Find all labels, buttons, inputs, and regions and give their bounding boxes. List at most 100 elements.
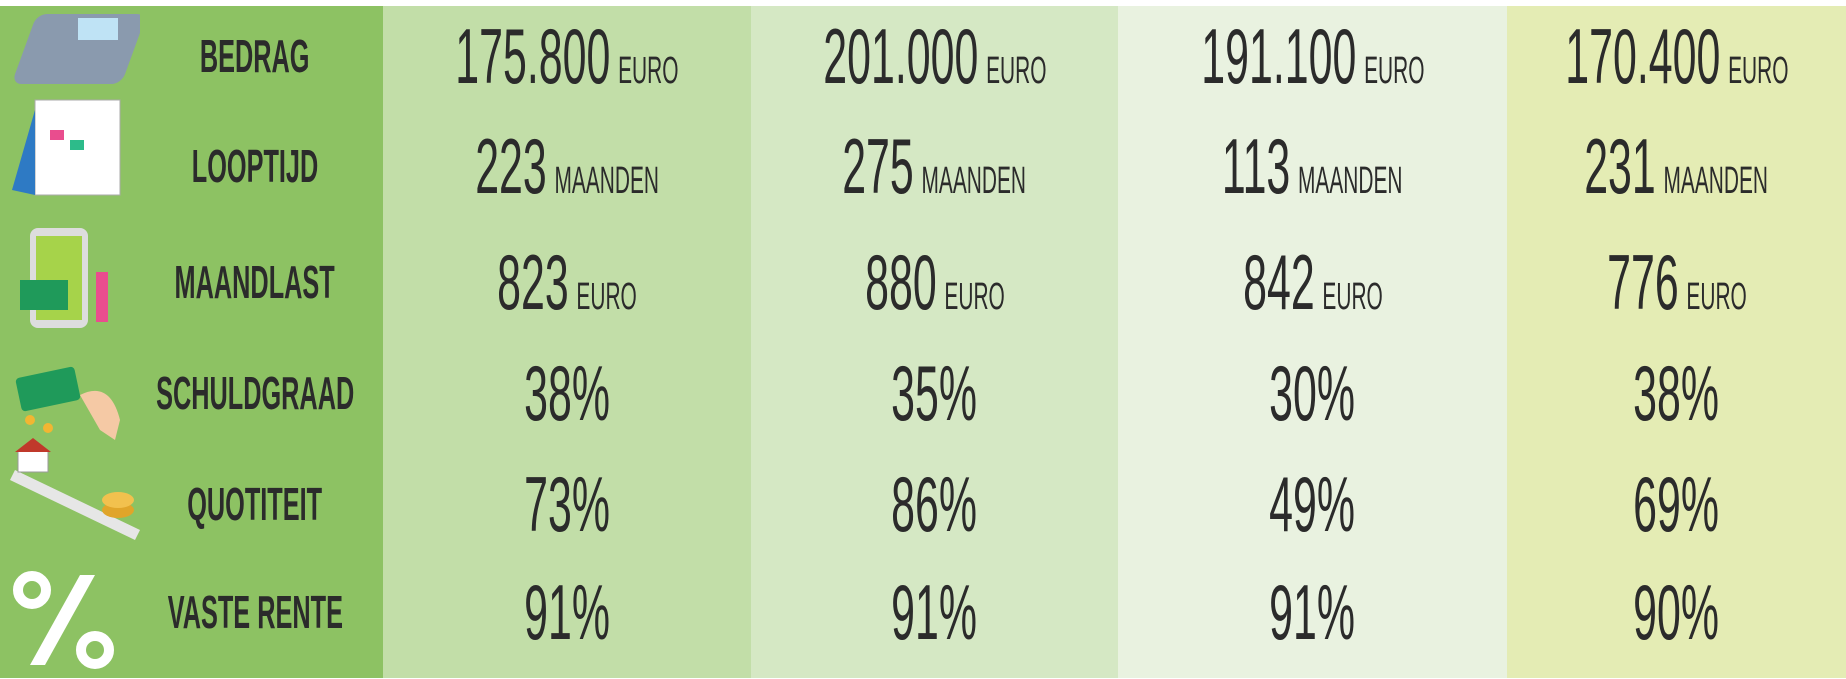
unit: MAANDEN	[554, 159, 659, 202]
value-cell: 823 EURO	[383, 226, 751, 338]
unit: EURO	[985, 49, 1047, 92]
row-label: QUOTITEIT	[187, 478, 323, 530]
row-label: SCHULDGRAAD	[155, 367, 355, 419]
value: 91%	[891, 567, 978, 656]
value-cell: 842 EURO	[1118, 226, 1507, 338]
value: 231	[1584, 121, 1657, 210]
value-cell: 113 MAANDEN	[1118, 110, 1507, 222]
unit: EURO	[943, 275, 1005, 318]
icons	[10, 14, 140, 669]
value-group: 175.800 EURO	[455, 11, 678, 102]
value-group: 69%	[1634, 459, 1720, 550]
column-bg	[383, 6, 751, 678]
value-cell: 170.400 EURO	[1507, 0, 1846, 112]
value-cell: 776 EURO	[1507, 226, 1846, 338]
percent-icon	[13, 571, 114, 669]
row-label-cell: SCHULDGRAAD	[120, 337, 390, 449]
value: 35%	[891, 348, 978, 437]
value: 91%	[1269, 567, 1356, 656]
value-group: 842 EURO	[1243, 237, 1383, 328]
value-cell: 30%	[1118, 337, 1507, 449]
value-cell: 69%	[1507, 448, 1846, 560]
value: 73%	[524, 459, 610, 548]
value-cell: 38%	[1507, 337, 1846, 449]
value: 69%	[1633, 459, 1720, 548]
value: 38%	[524, 348, 610, 437]
column-bg	[1507, 6, 1846, 678]
unit: EURO	[1727, 49, 1789, 92]
unit: EURO	[618, 49, 679, 92]
column-bg	[751, 6, 1118, 678]
value: 113	[1222, 121, 1291, 210]
value-group: 73%	[524, 459, 610, 550]
unit: EURO	[576, 275, 637, 318]
unit: EURO	[1685, 275, 1747, 318]
unit: MAANDEN	[1298, 159, 1403, 202]
row-label-cell: QUOTITEIT	[120, 448, 390, 560]
value-cell: 223 MAANDEN	[383, 110, 751, 222]
calculator-icon	[14, 14, 140, 84]
value: 91%	[524, 567, 610, 656]
value-group: 38%	[1634, 348, 1720, 439]
row-label-cell: LOOPTIJD	[120, 110, 390, 222]
value-cell: 91%	[751, 556, 1118, 668]
card-icon	[15, 366, 120, 440]
value: 842	[1242, 237, 1315, 326]
column-bg	[1118, 6, 1507, 678]
value: 170.400	[1564, 11, 1720, 100]
row-label-cell: MAANDLAST	[120, 226, 390, 338]
value-group: 776 EURO	[1607, 237, 1747, 328]
value-group: 823 EURO	[497, 237, 637, 328]
value-group: 231 MAANDEN	[1585, 121, 1769, 212]
value-group: 91%	[524, 567, 610, 658]
value: 175.800	[455, 11, 611, 100]
row-label: VASTE RENTE	[167, 586, 343, 638]
value-group: 191.100 EURO	[1201, 11, 1424, 102]
value-cell: 191.100 EURO	[1118, 0, 1507, 112]
value-cell: 231 MAANDEN	[1507, 110, 1846, 222]
value-cell: 86%	[751, 448, 1118, 560]
unit: MAANDEN	[921, 159, 1027, 202]
value: 776	[1606, 237, 1679, 326]
value-cell: 175.800 EURO	[383, 0, 751, 112]
value-group: 170.400 EURO	[1565, 11, 1788, 102]
value: 86%	[891, 459, 978, 548]
row-label-cell: BEDRAG	[120, 0, 390, 112]
value: 201.000	[822, 11, 978, 100]
value: 191.100	[1200, 11, 1356, 100]
value-cell: 90%	[1507, 556, 1846, 668]
unit: EURO	[1321, 275, 1383, 318]
value-group: 91%	[1270, 567, 1356, 658]
value-group: 49%	[1270, 459, 1356, 550]
value: 275	[842, 121, 915, 210]
row-label-cell: VASTE RENTE	[120, 556, 390, 668]
value-group: 223 MAANDEN	[475, 121, 659, 212]
row-label: LOOPTIJD	[191, 140, 319, 192]
value-cell: 201.000 EURO	[751, 0, 1118, 112]
value-group: 91%	[892, 567, 978, 658]
value-group: 30%	[1270, 348, 1356, 439]
value-group: 113 MAANDEN	[1222, 121, 1403, 212]
value-group: 35%	[892, 348, 978, 439]
phone-icon	[20, 228, 108, 328]
value-group: 38%	[524, 348, 610, 439]
value-group: 86%	[892, 459, 978, 550]
value-group: 275 MAANDEN	[843, 121, 1027, 212]
value: 823	[497, 237, 569, 326]
row-label: MAANDLAST	[174, 256, 336, 308]
value-cell: 49%	[1118, 448, 1507, 560]
value: 223	[475, 121, 547, 210]
value-group: 880 EURO	[865, 237, 1005, 328]
value: 38%	[1633, 348, 1720, 437]
value-cell: 38%	[383, 337, 751, 449]
value: 90%	[1633, 567, 1720, 656]
value: 880	[864, 237, 937, 326]
value: 30%	[1269, 348, 1356, 437]
value: 49%	[1269, 459, 1356, 548]
value-cell: 91%	[1118, 556, 1507, 668]
calendar-icon	[12, 99, 121, 196]
value-cell: 275 MAANDEN	[751, 110, 1118, 222]
value-cell: 880 EURO	[751, 226, 1118, 338]
balance-icon	[10, 438, 140, 540]
